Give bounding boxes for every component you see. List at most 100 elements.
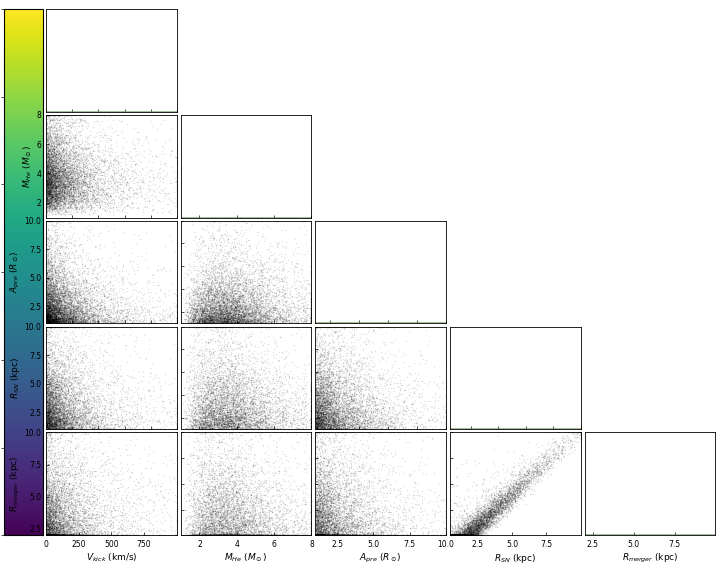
Point xyxy=(216,412,227,421)
Point xyxy=(42,413,53,422)
Point xyxy=(465,520,477,529)
Point xyxy=(356,416,367,425)
Point xyxy=(87,311,99,321)
Point xyxy=(43,531,55,540)
Point xyxy=(235,522,247,531)
Point xyxy=(354,523,366,532)
Point xyxy=(99,420,111,429)
Point xyxy=(505,470,517,479)
Point xyxy=(211,271,223,280)
Point xyxy=(474,528,485,538)
Point xyxy=(50,188,62,197)
Point xyxy=(340,355,352,364)
Point xyxy=(73,160,84,169)
Point xyxy=(253,426,265,436)
Point xyxy=(45,176,56,185)
Point xyxy=(458,531,470,540)
Point xyxy=(44,171,55,181)
Point xyxy=(536,472,547,481)
Point xyxy=(376,428,388,437)
Point xyxy=(322,531,334,540)
Point xyxy=(70,315,81,324)
Point xyxy=(222,523,234,532)
Point xyxy=(321,449,332,458)
Point xyxy=(482,503,494,512)
Point xyxy=(203,531,214,540)
Point xyxy=(58,387,70,397)
Point xyxy=(325,366,336,375)
Point xyxy=(54,307,65,316)
Point xyxy=(201,428,213,438)
Point xyxy=(59,248,70,257)
Point xyxy=(324,524,336,534)
Point xyxy=(42,531,54,540)
Point xyxy=(46,183,58,192)
Point xyxy=(233,279,244,288)
Point xyxy=(335,531,347,540)
Point xyxy=(292,242,303,252)
Point xyxy=(192,409,203,418)
Point xyxy=(43,484,55,494)
Point xyxy=(42,531,54,540)
Point xyxy=(62,498,73,507)
Point xyxy=(210,376,221,386)
Point xyxy=(467,529,478,538)
Point xyxy=(42,476,54,486)
Point xyxy=(213,306,224,315)
Point xyxy=(247,303,258,312)
Point xyxy=(313,518,325,527)
Point xyxy=(313,418,324,428)
Point xyxy=(334,366,345,375)
Point xyxy=(77,465,88,474)
Point xyxy=(345,410,357,419)
Point xyxy=(222,506,234,515)
Point xyxy=(66,173,78,183)
Point xyxy=(464,526,476,535)
Point xyxy=(214,354,226,363)
Point xyxy=(52,314,63,324)
Point xyxy=(312,531,324,540)
Point xyxy=(198,429,210,438)
Point xyxy=(44,429,55,439)
Point xyxy=(195,371,206,380)
Point xyxy=(171,309,183,318)
Point xyxy=(103,304,114,314)
Point xyxy=(206,504,218,514)
Point xyxy=(190,510,201,519)
Point xyxy=(60,309,71,319)
Point xyxy=(302,429,313,438)
Point xyxy=(42,315,54,325)
Point xyxy=(47,503,58,512)
Point xyxy=(416,419,427,429)
Point xyxy=(224,276,235,285)
Point xyxy=(322,410,334,419)
Point xyxy=(68,199,80,208)
Point xyxy=(47,405,58,415)
Point xyxy=(45,162,57,171)
Point xyxy=(42,263,53,272)
Point xyxy=(58,531,70,540)
Point xyxy=(142,278,153,288)
Point xyxy=(321,426,332,436)
Point xyxy=(51,498,63,507)
Point xyxy=(49,301,60,311)
Point xyxy=(206,305,217,314)
Point xyxy=(508,490,520,499)
Point xyxy=(42,408,53,417)
Point xyxy=(334,510,346,519)
Point xyxy=(393,469,405,478)
Point xyxy=(347,531,358,540)
Point xyxy=(48,477,60,486)
Point xyxy=(262,531,273,540)
Point xyxy=(73,170,84,179)
Point xyxy=(317,531,329,540)
Point xyxy=(247,413,259,422)
Point xyxy=(68,148,79,157)
Point xyxy=(43,284,55,294)
Point xyxy=(237,504,249,514)
Point xyxy=(329,531,340,540)
Point xyxy=(67,353,78,362)
Point xyxy=(206,228,218,238)
Point xyxy=(211,400,222,409)
Point xyxy=(196,457,207,466)
